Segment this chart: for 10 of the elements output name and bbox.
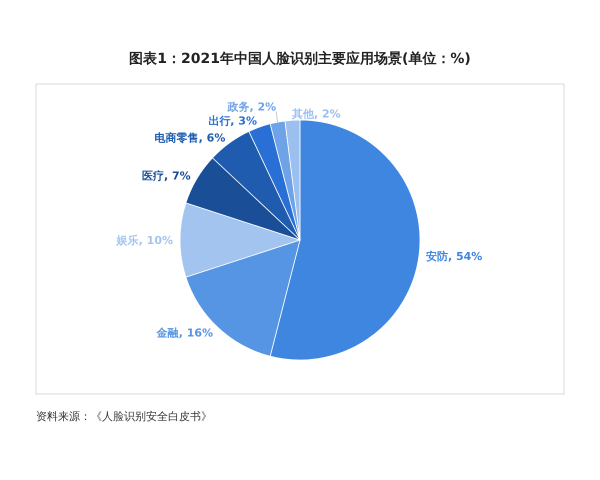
slice-label: 医疗, 7% [142, 169, 191, 182]
slice-label: 娱乐, 10% [116, 234, 173, 247]
text: 资料来源：《人脸识别安全白皮书》 [36, 410, 212, 423]
slice-label: 政务, 2% [226, 100, 276, 114]
slice-label: 安防, 54% [426, 250, 482, 263]
slice-label: 金融, 16% [156, 326, 214, 340]
slice-label: 电商零售, 6% [154, 131, 226, 144]
chart-title: 图表1：2021年中国人脸识别主要应用场景(单位：%) [129, 50, 471, 67]
slice-label: 出行, 3% [208, 114, 257, 128]
slice-label: 其他, 2% [291, 107, 341, 120]
